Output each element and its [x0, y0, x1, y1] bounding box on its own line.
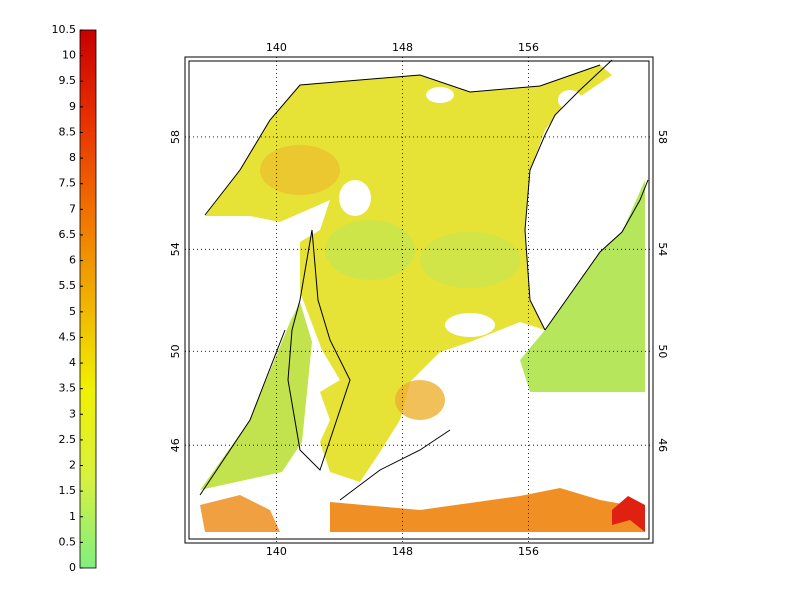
patch — [395, 380, 445, 420]
coastline — [287, 229, 351, 471]
y-tick-label-right: 54 — [656, 242, 669, 256]
colorbar-tick-label: 3 — [69, 407, 76, 420]
colorbar-tick-label: 4.5 — [59, 330, 77, 343]
colorbar-tick-label: 10 — [62, 49, 76, 62]
map-frame — [184, 56, 654, 544]
sea-field-peak — [612, 496, 645, 532]
y-tick-label-left: 50 — [169, 344, 182, 358]
map-frame-inner — [188, 60, 650, 540]
colorbar-tick-label: 5.5 — [59, 279, 77, 292]
colorbar-tick-label: 8 — [69, 151, 76, 164]
colorbar-tick-label: 2 — [69, 459, 76, 472]
colorbar-tick-label: 2.5 — [59, 433, 77, 446]
colorbar-tick-label: 10.5 — [52, 23, 77, 36]
x-tick-label-top: 140 — [266, 41, 287, 54]
colorbar-tick-label: 1.5 — [59, 484, 77, 497]
x-tick-label-top: 148 — [392, 41, 413, 54]
colorbar-tick-label: 9 — [69, 100, 76, 113]
colorbar-tick-label: 7 — [69, 202, 76, 215]
colorbar-tick-label: 0 — [69, 561, 76, 574]
map-field — [199, 59, 649, 532]
patch — [260, 145, 340, 195]
patch — [420, 232, 520, 288]
colorbar — [79, 29, 97, 569]
coastline — [204, 64, 601, 216]
sea-field-sw — [200, 495, 280, 532]
sea-field-south — [330, 488, 645, 532]
x-tick-label-top: 156 — [518, 41, 539, 54]
colorbar-tick-label: 0.5 — [59, 535, 77, 548]
coastline — [524, 59, 649, 331]
colorbar-tick-label: 9.5 — [59, 74, 77, 87]
x-tick-label-bottom: 156 — [518, 545, 539, 558]
colorbar-tick-label: 6.5 — [59, 228, 77, 241]
y-tick-label-left: 58 — [169, 130, 182, 144]
patch — [325, 220, 415, 280]
gap — [445, 313, 495, 337]
gap — [339, 180, 371, 216]
coastline — [199, 329, 451, 501]
y-tick-label-right: 46 — [656, 438, 669, 452]
colorbar-tick-label: 5 — [69, 305, 76, 318]
y-tick-label-right: 58 — [656, 130, 669, 144]
y-tick-label-right: 50 — [656, 344, 669, 358]
y-tick-label-left: 46 — [169, 438, 182, 452]
colorbar-tick-label: 1 — [69, 510, 76, 523]
colorbar-tick-label: 8.5 — [59, 125, 77, 138]
x-tick-label-bottom: 148 — [392, 545, 413, 558]
colorbar-tick-label: 6 — [69, 254, 76, 267]
x-tick-label-bottom: 140 — [266, 545, 287, 558]
colorbar-tick-label: 3.5 — [59, 382, 77, 395]
sea-field-west — [200, 302, 312, 490]
colorbar-tick-label: 7.5 — [59, 177, 77, 190]
gap — [426, 87, 454, 103]
y-tick-label-left: 54 — [169, 242, 182, 256]
colorbar-tick-label: 4 — [69, 356, 76, 369]
sea-field-east — [520, 180, 645, 392]
